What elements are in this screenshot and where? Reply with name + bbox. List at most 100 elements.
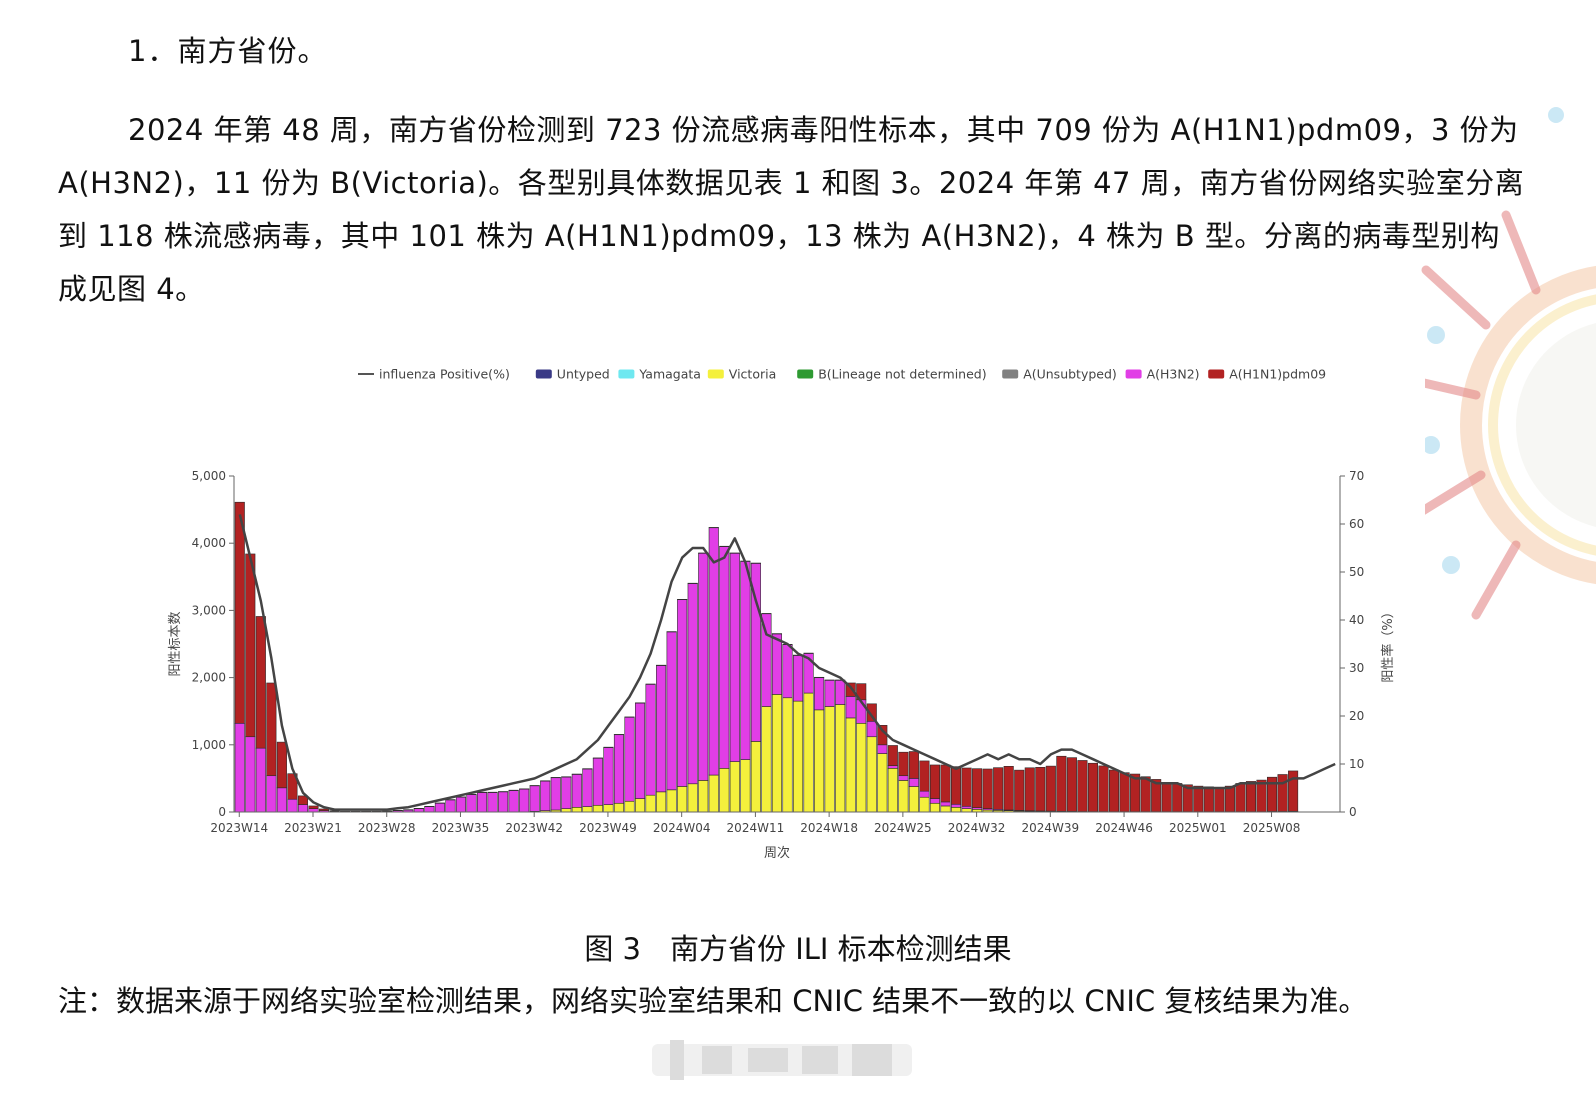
bar-segment — [919, 760, 930, 792]
legend-item[interactable]: B(Lineage not determined) — [797, 367, 987, 382]
bar-segment — [287, 798, 298, 813]
bar-segment — [792, 700, 804, 813]
legend-item[interactable]: A(H3N2) — [1125, 367, 1200, 382]
x-tick-label: 2023W35 — [432, 821, 490, 835]
legend-label: Yamagata — [638, 367, 701, 382]
bar-segment — [1172, 783, 1183, 812]
legend-color-swatch — [1208, 369, 1225, 379]
x-tick-label: 2023W42 — [505, 821, 563, 835]
bar-segment — [856, 722, 867, 813]
bar-segment — [677, 786, 688, 813]
bar-segment — [1035, 767, 1046, 812]
x-tick-label: 2024W11 — [727, 821, 785, 835]
figure-note: 注：数据来源于网络实验室检测结果，网络实验室结果和 CNIC 结果不一致的以 C… — [58, 984, 1368, 1018]
bar-segment — [498, 791, 509, 813]
bar-segment — [455, 796, 467, 813]
legend-label: A(H1N1)pdm09 — [1229, 367, 1326, 382]
legend-color-swatch — [797, 369, 814, 379]
bar-segment — [814, 709, 825, 813]
bar-segment — [613, 734, 625, 804]
bar-segment — [908, 778, 919, 787]
ili-chart: influenza Positive(%) Untyped Yamagata Vict… — [168, 350, 1425, 890]
bar-segment — [835, 679, 846, 705]
bar-segment — [1203, 786, 1214, 812]
bar-segment — [771, 633, 783, 695]
y2-tick-label: 60 — [1349, 517, 1364, 531]
legend-item[interactable]: A(Unsubtyped) — [1002, 367, 1117, 382]
bar-segment — [1024, 767, 1035, 812]
bar-segment — [561, 776, 572, 809]
bar-segment — [898, 775, 909, 781]
watermark-blur — [652, 1040, 912, 1080]
bar-segment — [1119, 772, 1130, 812]
legend-label: Untyped — [557, 367, 610, 382]
bar-segment — [1245, 781, 1257, 812]
bar-segment — [519, 788, 530, 813]
bar-segment — [582, 768, 593, 807]
legend-label: Victoria — [729, 367, 776, 382]
virus-illustration — [1406, 107, 1596, 620]
bar-segment — [740, 561, 751, 760]
bar-segment — [908, 751, 919, 779]
bar-segment — [950, 766, 962, 805]
bar-segment — [1130, 773, 1141, 812]
bar-segment — [1288, 770, 1299, 812]
bar-segment — [824, 679, 835, 707]
bar-segment — [866, 720, 877, 738]
bar-segment — [708, 527, 719, 776]
x-tick-label: 2024W32 — [948, 821, 1006, 835]
legend-item[interactable]: Yamagata — [618, 367, 701, 382]
bar-segment — [961, 808, 972, 813]
bar-segment — [297, 795, 309, 805]
bar-segment — [297, 804, 309, 813]
legend-label: influenza Positive(%) — [379, 367, 510, 382]
legend-item[interactable]: Victoria — [707, 367, 776, 382]
body-paragraph: 2024 年第 48 周，南方省份检测到 723 份流感病毒阳性标本，其中 70… — [58, 113, 1525, 306]
bar-segment — [1014, 769, 1025, 811]
legend-color-swatch — [1002, 369, 1019, 379]
legend-item[interactable]: A(H1N1)pdm09 — [1208, 367, 1326, 382]
bar-segment — [255, 747, 266, 813]
legend-item[interactable]: influenza Positive(%) — [358, 367, 510, 382]
y2-tick-label: 40 — [1349, 613, 1364, 627]
x-tick-label: 2023W49 — [579, 821, 637, 835]
bar-segment — [424, 806, 435, 813]
bar-segment — [961, 767, 972, 807]
bar-segment — [940, 801, 951, 807]
y-axis-title: 阳性标本数 — [168, 611, 183, 676]
bar-segment — [982, 768, 993, 809]
x-tick-label: 2025W01 — [1169, 821, 1227, 835]
bar-segment — [1077, 760, 1088, 812]
bar-segment — [929, 764, 941, 799]
bar-segment — [824, 706, 835, 813]
bar-segment — [887, 745, 898, 766]
bar-segment — [1161, 782, 1172, 812]
bar-segment — [582, 806, 593, 813]
bar-segment — [887, 765, 898, 769]
bar-segment — [845, 696, 856, 719]
bar-segment — [719, 546, 730, 769]
bar-segment — [750, 741, 761, 813]
bar-segment — [950, 803, 962, 808]
legend-item[interactable]: Untyped — [535, 367, 610, 382]
bar-segment — [1003, 766, 1014, 811]
bar-segment — [698, 552, 709, 781]
bar-segment — [940, 805, 951, 813]
y2-tick-label: 10 — [1349, 757, 1364, 771]
bar-segment — [1277, 774, 1288, 812]
legend-label: A(H3N2) — [1147, 367, 1200, 382]
legend-color-swatch — [618, 369, 635, 379]
bar-segment — [803, 692, 814, 813]
bar-segment — [276, 787, 287, 813]
bar-segment — [1256, 779, 1267, 812]
y-tick-label: 0 — [218, 805, 226, 819]
bar-segment — [487, 792, 498, 813]
bar-segment — [624, 800, 635, 813]
bar-segment — [592, 804, 603, 813]
x-tick-label: 2024W39 — [1021, 821, 1079, 835]
bar-segment — [782, 644, 793, 699]
legend-label: A(Unsubtyped) — [1023, 367, 1117, 382]
bar-segment — [877, 744, 888, 754]
y2-tick-label: 30 — [1349, 661, 1364, 675]
legend-color-swatch — [1125, 369, 1142, 379]
